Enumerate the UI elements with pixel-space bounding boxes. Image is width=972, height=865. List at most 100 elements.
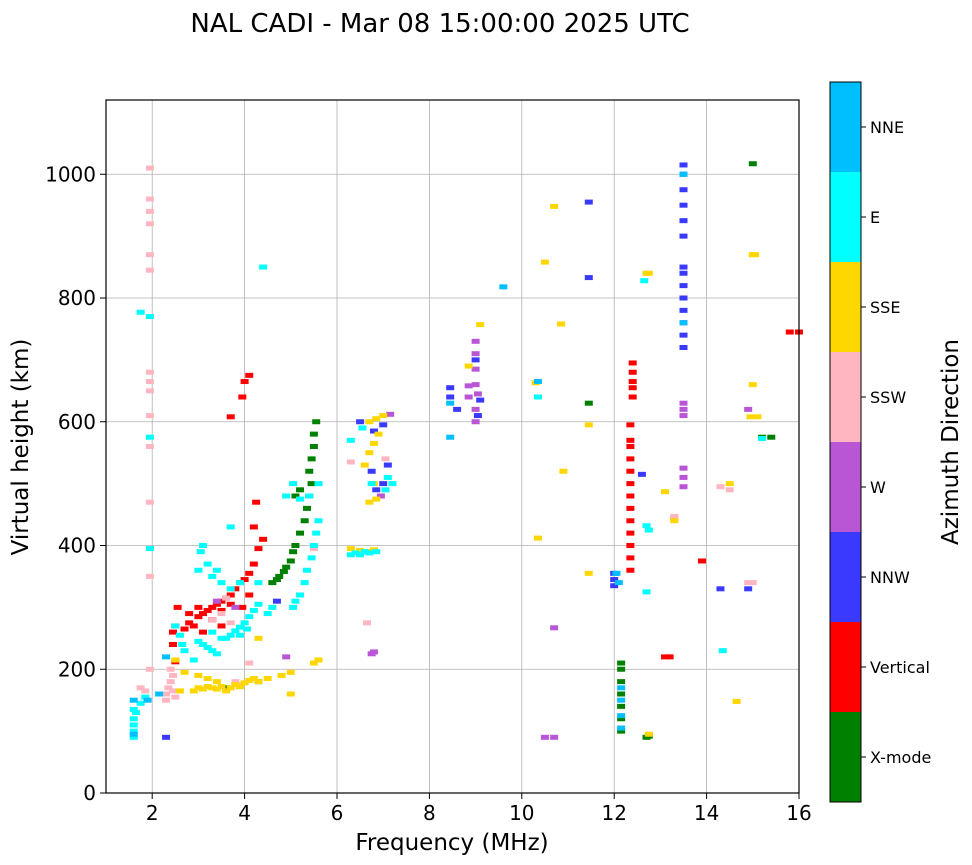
data-point: [617, 697, 626, 703]
data-point: [249, 561, 258, 567]
data-point: [300, 580, 309, 586]
data-point: [471, 351, 480, 357]
series-w: [212, 338, 753, 740]
data-point: [386, 411, 395, 417]
data-point: [129, 706, 138, 712]
data-point: [446, 400, 455, 406]
data-point: [245, 660, 254, 666]
data-point: [231, 628, 240, 634]
colorbar-tick-label: NNW: [870, 568, 910, 587]
data-point: [180, 669, 189, 675]
data-point: [235, 632, 244, 638]
colorbar-tick-label: NNE: [870, 118, 904, 137]
data-point: [282, 493, 291, 499]
data-point: [231, 604, 240, 610]
data-point: [217, 684, 226, 690]
data-point: [312, 530, 321, 536]
data-point: [379, 413, 388, 419]
colorbar-tick-label: Vertical: [870, 658, 930, 677]
data-point: [129, 716, 138, 722]
data-point: [614, 580, 623, 586]
data-point: [249, 676, 258, 682]
data-point: [279, 568, 288, 574]
colorbar-swatch: [830, 82, 861, 172]
data-point: [360, 549, 369, 555]
data-point: [383, 462, 392, 468]
data-point: [300, 518, 309, 524]
data-point: [533, 535, 542, 541]
data-point: [628, 360, 637, 366]
data-point: [367, 481, 376, 487]
data-point: [238, 604, 247, 610]
data-point: [644, 270, 653, 276]
data-point: [226, 601, 235, 607]
data-point: [203, 561, 212, 567]
data-point: [296, 592, 305, 598]
data-point: [129, 722, 138, 728]
data-point: [346, 437, 355, 443]
data-point: [305, 493, 314, 499]
data-point: [145, 221, 154, 227]
data-point: [640, 278, 649, 284]
data-point: [365, 450, 374, 456]
data-point: [291, 493, 300, 499]
colorbar-tick-label: SSE: [870, 298, 900, 317]
data-point: [242, 626, 251, 632]
colorbar-swatch: [830, 262, 861, 352]
data-point: [363, 620, 372, 626]
data-point: [189, 657, 198, 663]
data-point: [296, 487, 305, 493]
data-point: [259, 264, 268, 270]
data-point: [212, 686, 221, 692]
y-axis-ticks: 0 200 400 600 800 1000: [45, 162, 106, 805]
data-point: [309, 546, 318, 552]
data-point: [245, 614, 254, 620]
data-point: [235, 624, 244, 630]
colorbar: X-mode Vertical NNW W SSW SSE E NNE: [829, 81, 931, 803]
data-point: [208, 573, 217, 579]
data-point: [381, 487, 390, 493]
data-point: [725, 481, 734, 487]
data-point: [212, 598, 221, 604]
data-point: [626, 456, 635, 462]
data-point: [446, 385, 455, 391]
colorbar-tick-label: W: [870, 478, 886, 497]
data-point: [199, 543, 208, 548]
data-point: [286, 669, 295, 675]
data-point: [612, 570, 621, 576]
y-axis-label: Virtual height (km): [8, 339, 34, 556]
data-point: [697, 558, 706, 564]
plot-frame: [105, 99, 800, 794]
data-point: [314, 657, 323, 663]
colorbar-swatch: [830, 442, 861, 532]
data-point: [212, 679, 221, 685]
data-point: [235, 580, 244, 586]
data-point: [302, 567, 311, 573]
data-point: [145, 196, 154, 202]
data-point: [557, 321, 566, 327]
data-point: [212, 601, 221, 607]
data-point: [679, 202, 688, 208]
data-point: [626, 543, 635, 548]
data-point: [309, 660, 318, 666]
data-point: [254, 635, 263, 641]
data-point: [351, 550, 360, 556]
data-point: [254, 580, 263, 586]
data-point: [358, 425, 367, 431]
data-point: [617, 691, 626, 697]
data-point: [145, 252, 154, 258]
data-point: [282, 654, 291, 660]
data-point: [679, 406, 688, 412]
data-point: [346, 552, 355, 558]
data-point: [222, 635, 231, 641]
data-point: [365, 550, 374, 556]
chart-title: NAL CADI - Mar 08 15:00:00 2025 UTC: [190, 9, 689, 39]
data-point: [175, 688, 184, 694]
data-point: [162, 697, 171, 703]
data-point: [642, 589, 651, 595]
data-point: [376, 493, 385, 499]
data-point: [617, 716, 626, 722]
data-point: [208, 604, 217, 610]
data-point: [296, 530, 305, 536]
data-point: [162, 734, 171, 740]
